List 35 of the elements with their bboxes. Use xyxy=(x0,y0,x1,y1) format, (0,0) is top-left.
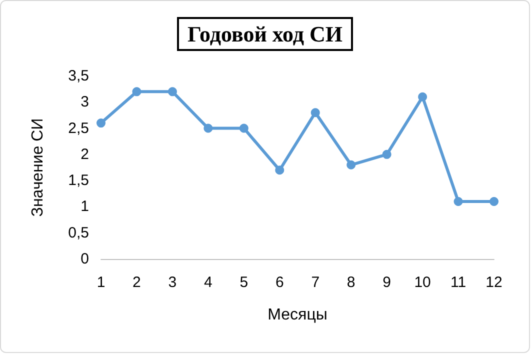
y-tick-label: 0 xyxy=(80,250,89,268)
x-tick-label: 6 xyxy=(275,274,284,291)
x-tick-label: 10 xyxy=(414,274,431,291)
x-tick-label: 12 xyxy=(486,274,502,291)
point xyxy=(275,166,284,175)
chart-title: Годовой ход СИ xyxy=(187,22,343,46)
point xyxy=(490,196,498,206)
y-tick-label: 1,5 xyxy=(68,172,89,190)
point xyxy=(239,124,248,133)
x-tick-label: 3 xyxy=(168,274,177,291)
x-tick-label: 11 xyxy=(450,274,466,291)
y-axis-title: Значение СИ xyxy=(30,118,46,217)
y-tick-label: 3,5 xyxy=(68,68,89,84)
y-tick-label: 2,5 xyxy=(68,120,89,137)
point xyxy=(346,160,356,170)
point xyxy=(168,87,177,96)
y-tick-label: 2 xyxy=(80,146,89,163)
x-tick-label: 1 xyxy=(96,274,106,291)
y-tick-label: 3 xyxy=(80,94,89,111)
point xyxy=(454,196,463,206)
x-tick-label: 9 xyxy=(382,274,391,291)
x-tick-label: 7 xyxy=(311,274,320,291)
x-tick-label: 4 xyxy=(204,274,212,291)
point xyxy=(418,92,428,102)
point xyxy=(204,124,213,133)
x-tick-label: 2 xyxy=(132,274,141,291)
point xyxy=(132,87,142,96)
y-tick-label: 1 xyxy=(80,198,89,216)
x-tick-label: 5 xyxy=(240,274,248,291)
y-tick-label: 0,5 xyxy=(68,224,89,242)
point xyxy=(310,108,320,118)
x-axis-title: Месяцы xyxy=(268,306,328,324)
point xyxy=(96,118,106,128)
point xyxy=(382,150,392,159)
x-tick-label: 8 xyxy=(346,274,356,291)
